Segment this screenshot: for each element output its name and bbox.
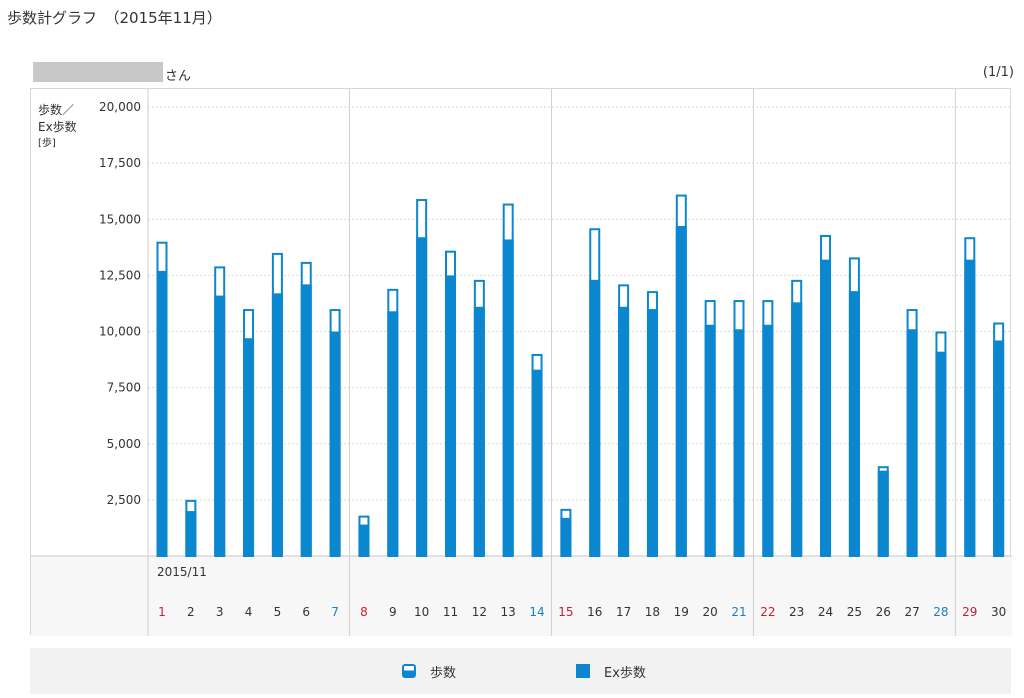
x-month-label: 2015/11	[157, 565, 207, 579]
page-title: 歩数計グラフ （2015年11月）	[7, 9, 222, 27]
step-chart: 20,000 17,500 15,000 12,500 10,000 7,500 5,000…	[30, 88, 1012, 636]
y-tick-label: 12,500	[99, 268, 141, 282]
x-tick-label: 20	[703, 605, 718, 619]
bar-ex-steps	[473, 306, 485, 556]
bar-ex-steps	[589, 279, 601, 556]
bar-ex-steps	[502, 239, 514, 556]
bar-ex-steps	[531, 369, 543, 556]
bar-ex-steps	[762, 324, 774, 556]
x-tick-label: 23	[789, 605, 804, 619]
bar-ex-steps	[618, 306, 630, 556]
bar-ex-steps	[358, 524, 370, 556]
bar-ex-steps	[675, 225, 687, 557]
legend-label-steps: 歩数	[430, 665, 457, 681]
x-tick-label: 4	[245, 605, 253, 619]
bar-ex-steps	[733, 329, 745, 556]
bar-ex-steps	[300, 284, 312, 556]
chart-svg: 20,00017,50015,00012,50010,0007,5005,000…	[31, 89, 1012, 636]
x-tick-label: 24	[818, 605, 833, 619]
x-tick-label: 25	[847, 605, 862, 619]
page-count: (1/1)	[982, 65, 1014, 80]
x-tick-label: 5	[274, 605, 282, 619]
x-tick-label: 28	[933, 605, 948, 619]
x-tick-label: 1	[158, 605, 166, 619]
x-tick-label: 29	[962, 605, 977, 619]
bar-ex-steps	[185, 511, 197, 556]
x-tick-label: 21	[731, 605, 746, 619]
legend: 歩数 Ex歩数	[30, 648, 1011, 694]
x-tick-label: 8	[360, 605, 368, 619]
bar-ex-steps	[387, 311, 399, 556]
x-tick-label: 30	[991, 605, 1006, 619]
bar-ex-steps	[646, 309, 658, 556]
bar-ex-steps	[848, 291, 860, 556]
x-tick-label: 6	[302, 605, 310, 619]
redacted-user-name	[33, 62, 163, 82]
x-tick-label: 18	[645, 605, 660, 619]
x-tick-label: 19	[674, 605, 689, 619]
y-tick-label: 15,000	[99, 212, 141, 226]
y-tick-label: 20,000	[99, 100, 141, 114]
x-tick-label: 27	[904, 605, 919, 619]
y-tick-label: 17,500	[99, 156, 141, 170]
steps-swatch-icon	[402, 664, 416, 678]
legend-label-ex-steps: Ex歩数	[604, 665, 646, 681]
y-axis-unit: [歩]	[38, 136, 56, 149]
x-tick-label: 2	[187, 605, 195, 619]
bar-ex-steps	[704, 324, 716, 556]
bar-ex-steps	[935, 351, 947, 556]
bar-ex-steps	[820, 259, 832, 556]
bar-ex-steps	[243, 338, 255, 556]
bar-ex-steps	[445, 275, 456, 556]
user-name-suffix: さん	[165, 69, 192, 84]
legend-item-ex-steps: Ex歩数	[576, 661, 646, 681]
x-tick-label: 14	[529, 605, 544, 619]
bar-ex-steps	[560, 517, 572, 556]
x-tick-label: 11	[443, 605, 458, 619]
bar-ex-steps	[993, 340, 1005, 556]
y-axis-label-line: 歩数／	[38, 102, 74, 117]
x-tick-label: 12	[472, 605, 487, 619]
y-tick-label: 10,000	[99, 325, 141, 339]
bar-ex-steps	[214, 295, 226, 556]
ex-steps-swatch-icon	[576, 664, 590, 678]
x-tick-label: 17	[616, 605, 631, 619]
y-axis-label-line: Ex歩数	[38, 119, 77, 134]
bar-ex-steps	[791, 302, 803, 556]
bar-ex-steps	[271, 293, 283, 556]
bar-ex-steps	[877, 470, 889, 556]
y-tick-label: 7,500	[107, 381, 141, 395]
x-tick-label: 10	[414, 605, 429, 619]
y-tick-label: 5,000	[107, 437, 141, 451]
bar-ex-steps	[329, 331, 341, 556]
x-tick-label: 9	[389, 605, 397, 619]
x-tick-label: 7	[331, 605, 339, 619]
user-row: さん (1/1)	[33, 62, 1014, 84]
y-tick-label: 2,500	[107, 493, 141, 507]
x-tick-label: 16	[587, 605, 602, 619]
x-axis-band	[31, 556, 1012, 636]
bar-ex-steps	[156, 270, 168, 556]
x-tick-label: 26	[876, 605, 891, 619]
bar-ex-steps	[416, 237, 428, 556]
x-tick-label: 22	[760, 605, 775, 619]
x-tick-label: 3	[216, 605, 224, 619]
legend-item-steps: 歩数	[402, 661, 456, 681]
x-tick-label: 15	[558, 605, 573, 619]
bar-ex-steps	[964, 259, 976, 556]
bar-ex-steps	[906, 329, 918, 556]
x-tick-label: 13	[501, 605, 516, 619]
